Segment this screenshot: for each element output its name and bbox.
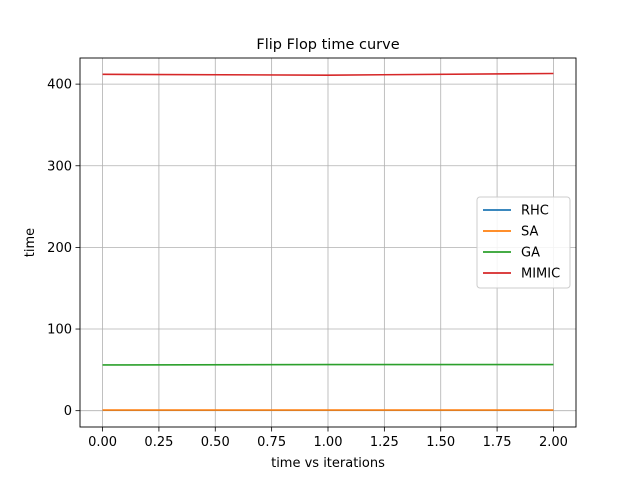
- x-axis-ticks: 0.00 0.25 0.50 0.75 1.00 1.25 1.50 1.75 2.00: [88, 427, 568, 450]
- x-tick-label: 0.50: [201, 435, 230, 450]
- x-tick-label: 0.75: [257, 435, 286, 450]
- y-tick-label: 400: [47, 78, 72, 93]
- x-axis-label: time vs iterations: [271, 456, 385, 471]
- legend: RHC SA GA MIMIC: [476, 196, 571, 289]
- y-tick-label: 200: [47, 241, 72, 256]
- legend-label-mimic: MIMIC: [521, 267, 560, 282]
- legend-label-ga: GA: [521, 246, 540, 261]
- x-tick-label: 0.25: [144, 435, 173, 450]
- series-line-mimic: [102, 72, 554, 76]
- x-tick-label: 2.00: [539, 435, 568, 450]
- y-tick-label: 100: [47, 323, 72, 338]
- x-tick-label: 1.50: [426, 435, 455, 450]
- x-tick-label: 1.75: [483, 435, 512, 450]
- legend-label-rhc: RHC: [521, 204, 549, 219]
- y-axis-label: time: [23, 228, 38, 257]
- x-tick-label: 1.00: [314, 435, 343, 450]
- legend-frame: [476, 196, 571, 289]
- x-tick-label: 1.25: [370, 435, 399, 450]
- y-axis-ticks: 0 100 200 300 400: [47, 78, 80, 419]
- y-tick-label: 0: [64, 404, 72, 419]
- y-tick-label: 300: [47, 159, 72, 174]
- chart-title: Flip Flop time curve: [256, 37, 399, 53]
- series-lines: [102, 72, 554, 412]
- x-tick-label: 0.00: [88, 435, 117, 450]
- legend-label-sa: SA: [521, 225, 538, 240]
